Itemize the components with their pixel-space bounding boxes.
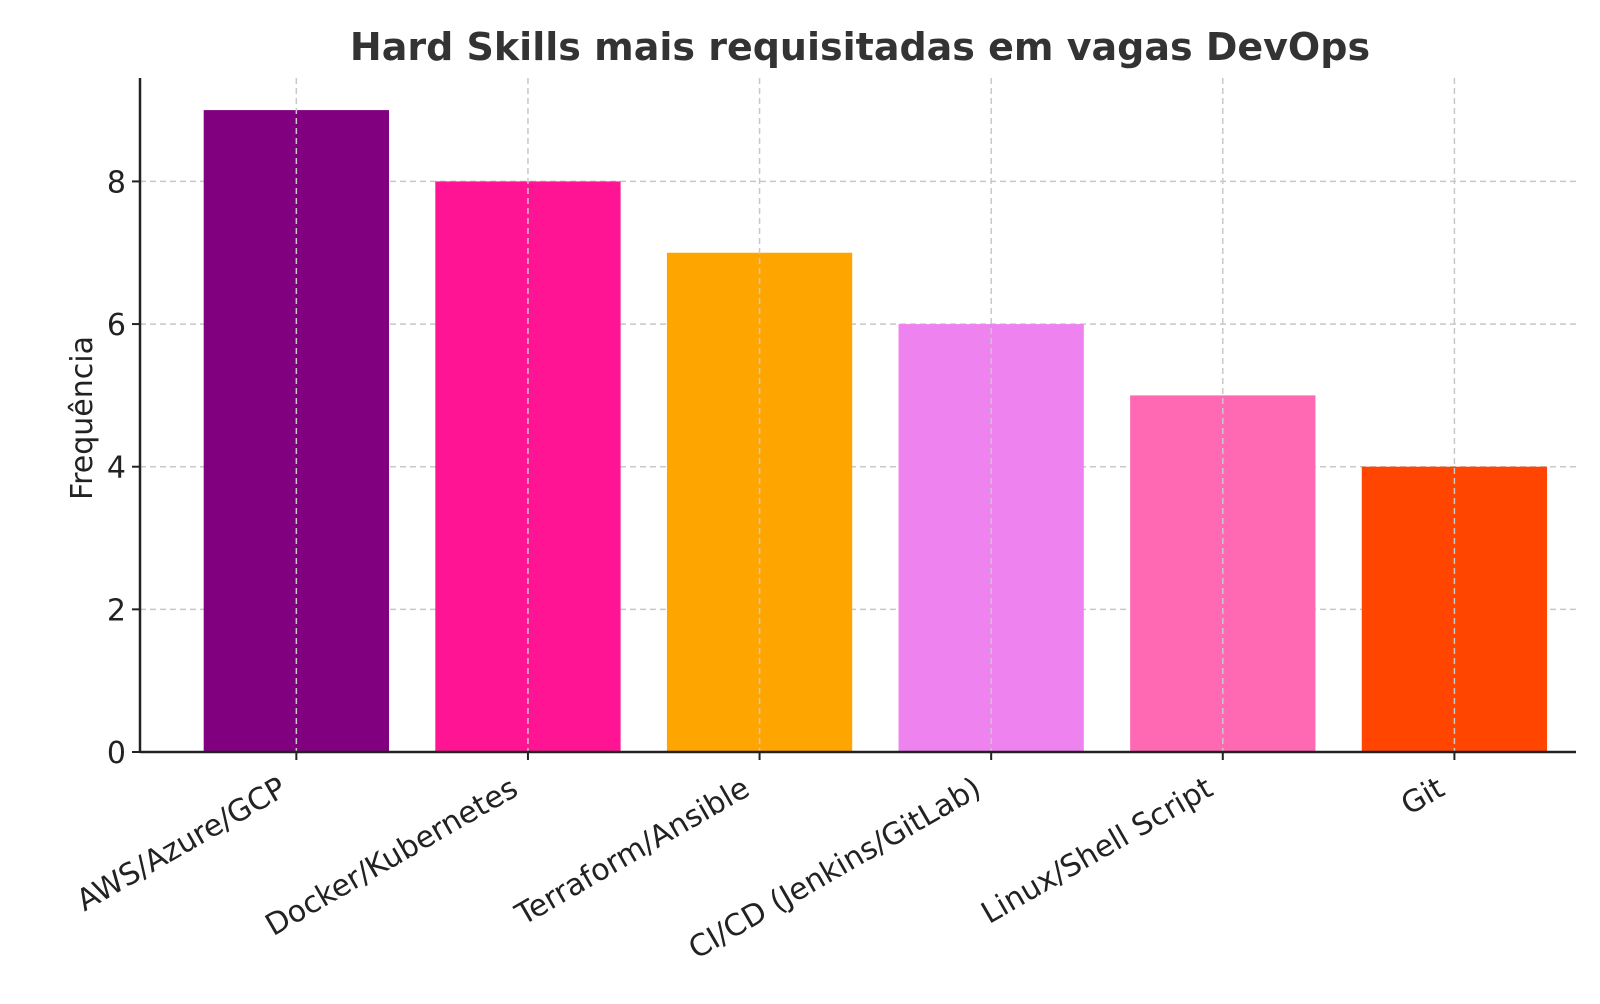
y-tick-labels: 0 2 4 6 8 — [107, 165, 126, 771]
x-tick-labels: AWS/Azure/GCPDocker/KubernetesTerraform/… — [71, 771, 1451, 967]
y-tick-label: 4 — [107, 451, 126, 486]
y-axis-label: Frequência — [65, 336, 100, 500]
bars — [203, 110, 1548, 753]
x-tick-label: Terraform/Ansible — [509, 771, 756, 934]
chart-title: Hard Skills mais requisitadas em vagas D… — [350, 25, 1370, 69]
y-tick-label: 8 — [107, 165, 126, 200]
y-tick-label: 0 — [107, 736, 126, 771]
y-tick-label: 6 — [107, 308, 126, 343]
y-tick-label: 2 — [107, 593, 126, 628]
x-tick-label: Linux/Shell Script — [976, 771, 1219, 932]
x-tick-label: AWS/Azure/GCP — [71, 771, 292, 919]
x-tick-label: Docker/Kubernetes — [260, 771, 524, 944]
x-tick-label: Git — [1395, 771, 1450, 823]
axes — [132, 78, 1576, 760]
bar — [435, 181, 621, 753]
